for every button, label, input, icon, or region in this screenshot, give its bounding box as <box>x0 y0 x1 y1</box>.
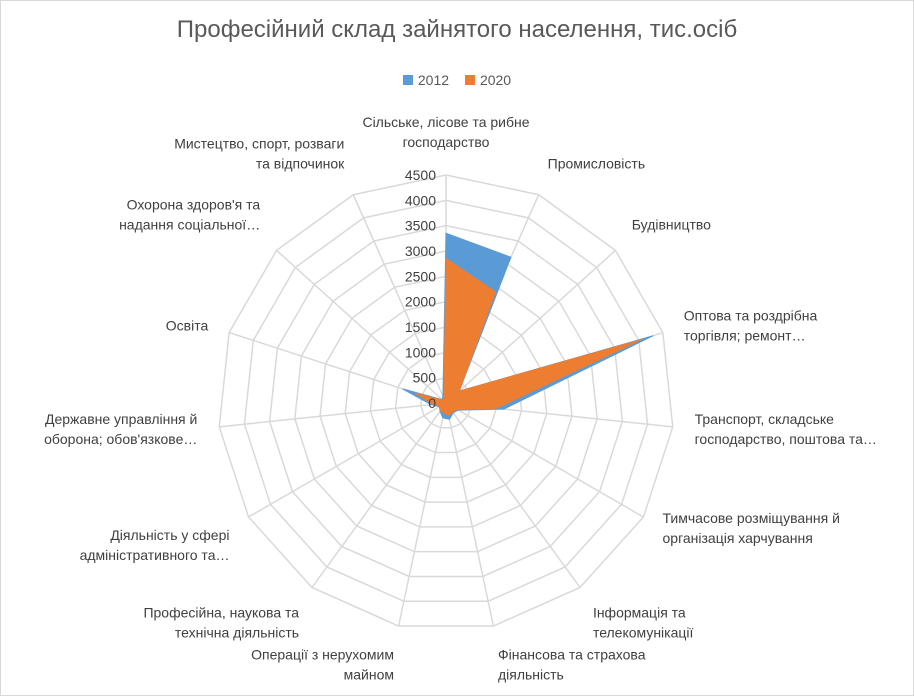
grid-ring-4500 <box>218 174 674 627</box>
tick-label-4000: 4000 <box>405 192 436 208</box>
grid-spoke-10 <box>248 402 447 518</box>
category-label-line: торгівля; ремонт… <box>684 328 806 344</box>
legend-label-2020: 2020 <box>479 72 512 88</box>
category-label-line: Діяльність у сфері <box>110 527 229 543</box>
grid-spoke-6 <box>445 402 581 588</box>
legend: 2012 2020 <box>0 72 914 88</box>
category-label-line: Операції з нерухомим <box>251 647 394 663</box>
category-label-line: господарство <box>403 134 490 150</box>
grid-spoke-2 <box>445 249 616 404</box>
grid-ring-2000 <box>344 300 548 503</box>
category-label-line: Професійна, наукова та <box>143 604 299 620</box>
tick-label-1500: 1500 <box>405 319 436 335</box>
grid-ring-3000 <box>294 250 598 553</box>
category-label-line: Державне управління й <box>45 411 197 427</box>
category-label-12: Освіта <box>166 318 209 334</box>
category-label-line: оборона; обов'язкове… <box>44 431 197 447</box>
category-label-11: Державне управління й оборона; обов'язков… <box>44 411 197 447</box>
legend-swatch-2012 <box>402 75 413 85</box>
category-label-line: Будівництво <box>632 217 711 233</box>
tick-label-500: 500 <box>413 370 437 386</box>
grid-ring-3500 <box>268 224 624 578</box>
category-label-line: господарство, поштова та… <box>695 431 877 447</box>
category-label-8: Операції з нерухомим майном <box>251 647 394 683</box>
category-label-line: Промисловість <box>548 156 645 172</box>
category-label-line: майном <box>344 667 394 683</box>
category-label-0: Сільське, лісове та рибне господарство <box>362 114 529 150</box>
tick-label-2000: 2000 <box>405 294 436 310</box>
category-label-3: Оптова та роздрібна торгівля; ремонт… <box>684 308 818 344</box>
category-label-5: Тимчасове розміщування й організація харч… <box>663 510 840 546</box>
category-label-line: надання соціальної… <box>119 217 260 233</box>
category-label-1: Промисловість <box>548 156 645 172</box>
tick-label-4500: 4500 <box>405 167 436 183</box>
category-label-4: Транспорт, складське господарство, поштов… <box>695 411 877 447</box>
legend-swatch-2020 <box>464 75 475 85</box>
category-label-2: Будівництво <box>632 217 711 233</box>
grid-spoke-5 <box>445 402 644 518</box>
category-label-line: організація харчування <box>663 530 813 546</box>
category-label-10: Діяльність у сфері адміністративного та… <box>80 527 230 563</box>
grid-ring-1500 <box>369 326 523 479</box>
category-label-9: Професійна, наукова та технічна діяльніст… <box>143 604 299 640</box>
legend-label-2012: 2012 <box>417 72 450 88</box>
category-label-line: технічна діяльність <box>175 624 299 640</box>
category-label-line: діяльність <box>498 667 564 683</box>
grid-spoke-11 <box>219 402 447 428</box>
tick-label-3000: 3000 <box>405 243 436 259</box>
chart-title: Професійний склад зайнятого населення, т… <box>176 16 738 43</box>
legend-item-2012[interactable]: 2012 <box>402 72 450 88</box>
category-label-line: Фінансова та страхова <box>498 647 646 663</box>
category-label-line: Оптова та роздрібна <box>684 308 818 324</box>
grid-spoke-13 <box>276 249 447 404</box>
category-label-7: Фінансова та страхова діяльність <box>498 647 646 683</box>
category-label-line: телекомунікації <box>593 624 694 640</box>
category-label-13: Охорона здоров'я та надання соціальної… <box>119 197 260 233</box>
legend-item-2020[interactable]: 2020 <box>464 72 512 88</box>
tick-label-3500: 3500 <box>405 218 436 234</box>
category-label-line: Освіта <box>166 318 209 334</box>
category-label-line: Сільське, лісове та рибне <box>362 114 529 130</box>
category-label-line: Транспорт, складське <box>695 411 835 427</box>
category-label-line: Охорона здоров'я та <box>127 197 261 213</box>
grid-ring-1000 <box>394 351 498 454</box>
grid-ring-2500 <box>319 275 573 528</box>
tick-label-0: 0 <box>428 395 436 411</box>
category-label-6: Інформація та телекомунікації <box>593 604 694 640</box>
category-label-line: Мистецтво, спорт, розваги <box>174 136 344 152</box>
series-area-2020 <box>414 257 642 416</box>
grid-spoke-9 <box>311 402 447 588</box>
grid-spoke-14 <box>352 194 447 404</box>
category-label-line: адміністративного та… <box>80 547 230 563</box>
tick-label-2500: 2500 <box>405 268 436 284</box>
category-label-line: Тимчасове розміщування й <box>663 510 840 526</box>
grid-spoke-7 <box>445 402 495 627</box>
tick-label-1000: 1000 <box>405 344 436 360</box>
grid-ring-4000 <box>243 199 649 602</box>
category-label-line: Інформація та <box>593 604 686 620</box>
category-label-line: та відпочинок <box>256 156 345 172</box>
grid-spoke-8 <box>397 402 447 627</box>
category-label-14: Мистецтво, спорт, розваги та відпочинок <box>174 136 345 172</box>
